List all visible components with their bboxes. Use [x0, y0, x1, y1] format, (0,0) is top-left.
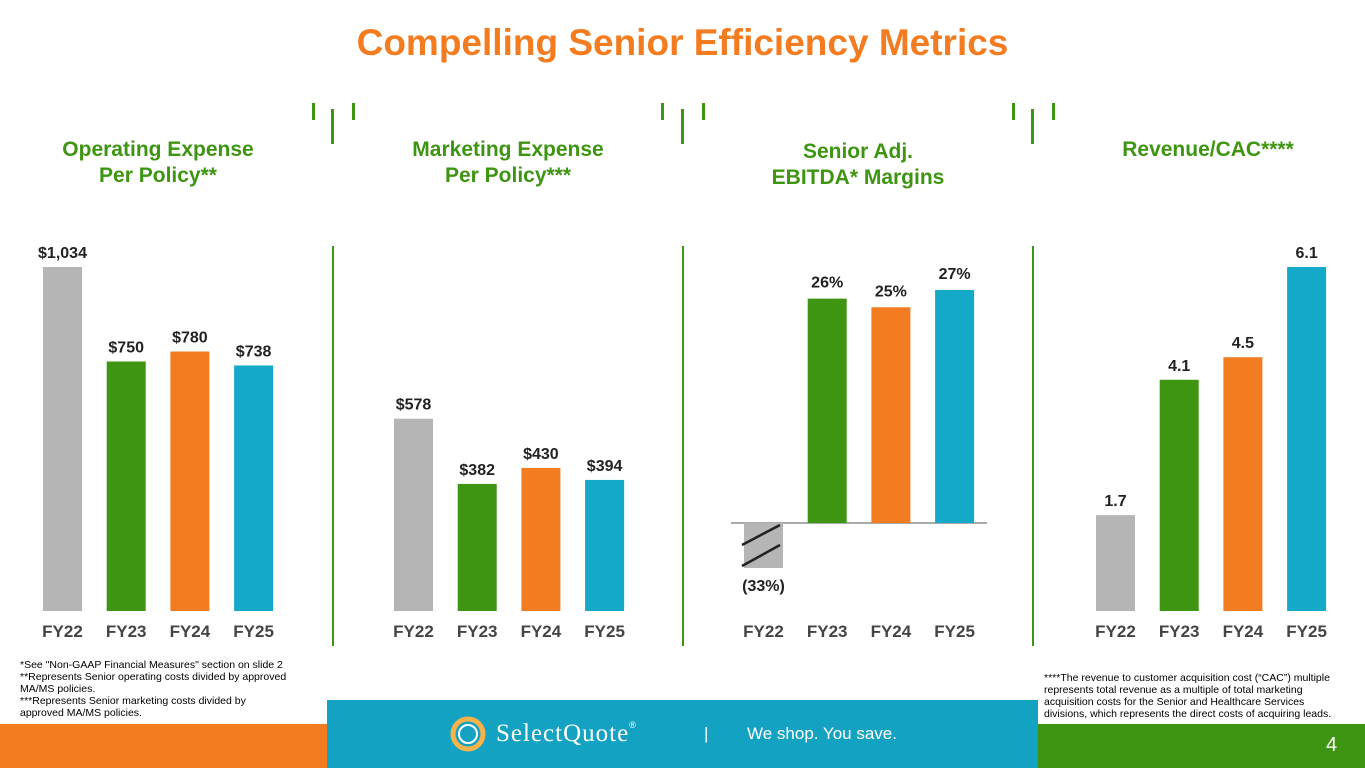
data-label: $394	[587, 458, 623, 475]
footer-band-teal	[327, 700, 1038, 768]
category-label: FY22	[1095, 622, 1136, 641]
logo-wordmark: SelectQuote	[496, 720, 630, 747]
data-label: (33%)	[742, 578, 785, 595]
bar-fy24	[871, 307, 911, 523]
footnote-line: divisions, which represents the direct c…	[1044, 708, 1332, 720]
bar-fy24	[170, 351, 210, 611]
footer-tagline: We shop. You save.	[747, 724, 897, 743]
panel-title-line: Per Policy**	[99, 164, 217, 187]
axis-break-mark	[741, 523, 781, 547]
logo-ring-icon	[450, 716, 486, 752]
panel-title-opex: Operating Expense Per Policy**	[8, 137, 308, 189]
data-label: 6.1	[1295, 245, 1317, 262]
bar-charts: $1,034 $750 $780 $738 FY22 FY23 FY24 FY25 $578 $3…	[38, 245, 1327, 641]
footnote-line: MA/MS policies.	[20, 683, 96, 695]
category-label: FY23	[106, 622, 147, 641]
panel-title-revenue-cac: Revenue/CAC****	[1058, 137, 1358, 163]
data-label: 27%	[939, 266, 971, 283]
category-label: FY22	[42, 622, 83, 641]
data-label: 4.1	[1168, 358, 1190, 375]
panel-divider-3	[1032, 246, 1034, 646]
bar-fy22	[43, 267, 82, 611]
footnote-line: acquisition costs for the Senior and Hea…	[1044, 696, 1305, 708]
bar-fy24	[521, 467, 561, 611]
panel-title-line: EBITDA* Margins	[771, 166, 945, 189]
axis-break-mark	[741, 543, 781, 568]
footnote-line: ****The revenue to customer acquisition …	[1044, 672, 1330, 684]
category-label: FY24	[871, 622, 912, 641]
data-label: 1.7	[1104, 493, 1126, 510]
category-label: FY25	[934, 622, 975, 641]
data-label: 26%	[811, 275, 843, 292]
panel-title-line: Senior Adj.	[802, 140, 914, 163]
footer-band-green	[1038, 724, 1365, 768]
bar-fy25	[935, 290, 975, 523]
footnotes-left: *See "Non-GAAP Financial Measures" secti…	[20, 659, 320, 719]
category-label: FY22	[393, 622, 434, 641]
footer-band-orange	[0, 724, 327, 768]
logo-registered-mark: ®	[629, 720, 636, 730]
category-label: FY22	[743, 622, 784, 641]
data-label: 25%	[875, 283, 907, 300]
footnote-line: approved MA/MS policies.	[20, 707, 142, 719]
category-label: FY25	[1286, 622, 1327, 641]
selectquote-logo: SelectQuote ®	[450, 714, 636, 754]
footer-separator: |	[704, 724, 709, 743]
bar-fy25	[234, 365, 274, 611]
category-label: FY25	[233, 622, 274, 641]
data-label: $1,034	[38, 245, 87, 262]
data-label: $750	[108, 339, 144, 356]
data-label: $578	[396, 397, 432, 414]
footnote-line: represents total revenue as a multiple o…	[1044, 684, 1303, 696]
panel-title-marketing: Marketing Expense Per Policy***	[358, 137, 658, 189]
footnote-line: ***Represents Senior marketing costs div…	[20, 695, 246, 707]
data-label: $430	[523, 446, 559, 463]
bar-fy23	[807, 298, 847, 523]
footnotes-right: ****The revenue to customer acquisition …	[1044, 672, 1362, 720]
data-label: $382	[459, 462, 495, 479]
panel-title-line: Per Policy***	[444, 164, 572, 187]
bar-fy23	[1159, 379, 1199, 611]
panel-divider-1	[332, 246, 334, 646]
panel-title-line: Marketing Expense	[412, 138, 604, 161]
category-label: FY24	[1223, 622, 1264, 641]
footnote-line: *See "Non-GAAP Financial Measures" secti…	[20, 659, 283, 671]
data-label: $738	[236, 343, 272, 360]
panel-divider-2	[682, 246, 684, 646]
bar-fy22	[1096, 515, 1135, 611]
bar-fy22	[394, 418, 433, 611]
category-label: FY23	[1159, 622, 1200, 641]
category-label: FY24	[170, 622, 211, 641]
data-label: 4.5	[1232, 335, 1254, 352]
panel-title-ebitda: Senior Adj. EBITDA* Margins	[708, 139, 1008, 191]
footnote-line: **Represents Senior operating costs divi…	[20, 671, 287, 683]
category-label: FY25	[584, 622, 625, 641]
bar-fy24	[1223, 357, 1263, 611]
category-label: FY24	[521, 622, 562, 641]
data-label: $780	[172, 330, 208, 347]
panel-title-line: Revenue/CAC****	[1122, 138, 1294, 161]
bar-fy23	[106, 361, 146, 611]
category-label: FY23	[457, 622, 498, 641]
bar-fy23	[457, 483, 497, 611]
bar-fy25	[585, 479, 625, 611]
page-number: 4	[1326, 734, 1338, 756]
panel-title-line: Operating Expense	[62, 138, 254, 161]
page-title: Compelling Senior Efficiency Metrics	[356, 22, 1009, 63]
bar-fy25	[1287, 267, 1327, 611]
category-label: FY23	[807, 622, 848, 641]
